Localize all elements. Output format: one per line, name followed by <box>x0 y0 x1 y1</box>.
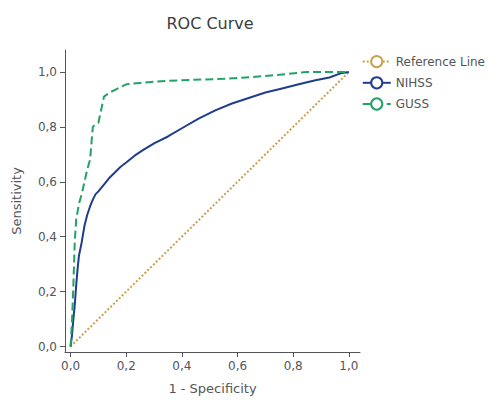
svg-text:0,0: 0,0 <box>38 340 57 354</box>
svg-text:0,2: 0,2 <box>117 359 136 373</box>
svg-text:1,0: 1,0 <box>38 65 57 79</box>
svg-text:ROC Curve: ROC Curve <box>166 14 253 33</box>
svg-text:0,4: 0,4 <box>38 230 57 244</box>
svg-text:0,8: 0,8 <box>38 120 57 134</box>
svg-text:0,4: 0,4 <box>172 359 191 373</box>
svg-text:GUSS: GUSS <box>396 97 429 111</box>
svg-text:1,0: 1,0 <box>339 359 358 373</box>
svg-text:1 - Specificity: 1 - Specificity <box>168 381 257 396</box>
svg-text:NIHSS: NIHSS <box>396 76 433 90</box>
svg-text:0,8: 0,8 <box>284 359 303 373</box>
svg-text:Reference Line: Reference Line <box>396 55 485 69</box>
svg-text:0,6: 0,6 <box>38 175 57 189</box>
svg-text:0,0: 0,0 <box>61 359 80 373</box>
svg-text:0,6: 0,6 <box>228 359 247 373</box>
svg-text:0,2: 0,2 <box>38 285 57 299</box>
svg-text:Sensitivity: Sensitivity <box>9 167 24 235</box>
